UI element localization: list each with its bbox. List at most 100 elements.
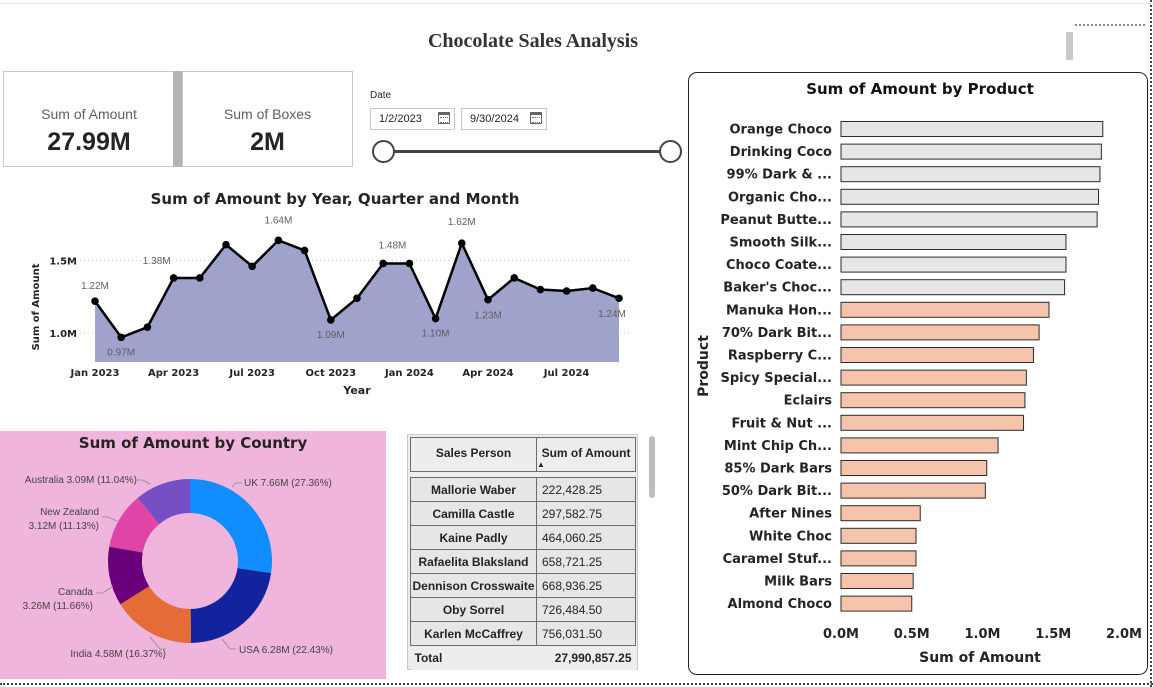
data-point[interactable] — [300, 246, 309, 255]
donut-chart[interactable]: UK 7.66M (27.36%) USA 6.28M (22.43%) India… — [0, 431, 386, 679]
product-bar[interactable] — [840, 550, 917, 567]
product-bar[interactable] — [840, 437, 999, 454]
donut-slice-canada[interactable] — [107, 546, 150, 605]
table-row[interactable]: Kaine Padly 464,060.25 — [410, 525, 636, 550]
product-bar[interactable] — [840, 301, 1050, 318]
table-row[interactable]: Mallorie Waber 222,428.25 — [410, 477, 636, 502]
donut-slice-new-zealand[interactable] — [109, 497, 160, 553]
column-header-sales-person[interactable]: Sales Person — [410, 437, 537, 472]
product-bar[interactable] — [840, 414, 1025, 431]
product-bar[interactable] — [840, 279, 1066, 296]
data-point[interactable] — [222, 240, 230, 249]
donut-slice-india[interactable] — [120, 586, 192, 643]
data-point[interactable] — [248, 262, 256, 271]
canvas-border-right — [1150, 0, 1153, 687]
data-point[interactable] — [117, 333, 125, 342]
table-row[interactable]: Camilla Castle 297,582.75 — [410, 501, 636, 526]
data-label: 1.64M — [265, 215, 293, 226]
data-point[interactable] — [536, 285, 545, 294]
amount-cell: 222,428.25 — [536, 477, 636, 502]
report-title: Chocolate Sales Analysis — [427, 30, 639, 52]
data-point[interactable] — [405, 259, 414, 268]
product-label: Baker's Choc... — [723, 281, 832, 296]
calendar-icon[interactable] — [438, 112, 450, 124]
amount-cell: 668,936.25 — [536, 573, 636, 598]
data-point[interactable] — [458, 239, 466, 247]
donut-slice-australia[interactable] — [137, 479, 190, 525]
y-tick-label: 1.0M — [49, 329, 77, 340]
line-chart[interactable]: Sum of Amount Year 1.5M 1.0M Jan 2023 Apr 2… — [0, 210, 690, 410]
more-options-icon[interactable] — [1075, 24, 1145, 28]
data-point[interactable] — [196, 274, 204, 282]
table-row[interactable]: Karlen McCaffrey 756,031.50 — [410, 621, 636, 646]
product-bar[interactable] — [840, 392, 1026, 409]
data-point[interactable] — [431, 314, 440, 323]
calendar-icon[interactable] — [530, 112, 542, 124]
data-point[interactable] — [615, 294, 623, 303]
product-bar[interactable] — [840, 211, 1098, 228]
data-point[interactable] — [589, 284, 597, 292]
sort-ascending-icon: ▲ — [537, 460, 545, 469]
donut-data-label: 3.26M (11.66%) — [23, 601, 93, 612]
end-date-input[interactable]: 9/30/2024 — [461, 108, 547, 130]
x-tick-label: 1.5M — [1035, 627, 1071, 642]
product-bar[interactable] — [840, 324, 1040, 341]
data-point[interactable] — [353, 294, 361, 303]
sales-person-cell: Karlen McCaffrey — [410, 621, 537, 646]
line-chart-y-axis-title: Sum of Amount — [31, 263, 42, 350]
product-bar[interactable] — [840, 166, 1101, 183]
kpi-card-amount[interactable]: Sum of Amount 27.99M — [3, 71, 175, 167]
product-bar[interactable] — [840, 595, 913, 612]
column-header-amount[interactable]: Sum of Amount ▲ — [536, 437, 636, 472]
label-leader-line — [221, 638, 236, 650]
product-bar[interactable] — [840, 188, 1100, 205]
data-point[interactable] — [169, 274, 178, 282]
data-point[interactable] — [91, 297, 99, 305]
table-row[interactable]: Dennison Crosswaite 668,936.25 — [410, 573, 636, 598]
product-bar[interactable] — [840, 505, 921, 522]
data-point[interactable] — [143, 323, 152, 332]
product-bar[interactable] — [840, 369, 1027, 386]
product-bar[interactable] — [840, 482, 986, 499]
data-point[interactable] — [484, 295, 492, 304]
product-bar[interactable] — [840, 121, 1104, 137]
data-point[interactable] — [510, 274, 518, 282]
sales-person-table[interactable]: Sales Person Sum of Amount ▲ Mallorie Wa… — [407, 434, 638, 670]
product-bar[interactable] — [840, 256, 1067, 273]
product-bar[interactable] — [840, 347, 1034, 363]
product-bar[interactable] — [840, 527, 917, 544]
bar-chart[interactable]: Product Sum of Amount 0.0M 0.5M 1.0M 1.5M 2.… — [690, 100, 1148, 675]
product-label: Eclairs — [784, 394, 833, 409]
table-scrollbar[interactable] — [649, 436, 655, 498]
product-label: Orange Choco — [729, 123, 832, 138]
product-label: Mint Chip Ch... — [724, 439, 832, 454]
start-date-input[interactable]: 1/2/2023 — [370, 108, 455, 130]
donut-slice-uk[interactable] — [190, 479, 272, 574]
product-bar[interactable] — [840, 460, 988, 476]
product-label: Smooth Silk... — [729, 236, 832, 251]
amount-cell: 756,031.50 — [536, 621, 636, 646]
visual-options-icon[interactable] — [1066, 32, 1073, 60]
donut-data-label: Canada — [58, 587, 93, 598]
kpi-card-boxes[interactable]: Sum of Boxes 2M — [182, 71, 353, 167]
data-label: 1.62M — [448, 217, 476, 228]
table-row[interactable]: Oby Sorrel 726,484.50 — [410, 597, 636, 622]
data-point[interactable] — [327, 316, 335, 324]
product-bar[interactable] — [840, 234, 1067, 250]
product-label: 99% Dark & ... — [727, 168, 832, 183]
slider-end-handle[interactable] — [659, 140, 682, 163]
label-leader-line — [102, 516, 118, 522]
table-row[interactable]: Rafaelita Blaksland 658,721.25 — [410, 549, 636, 574]
data-label: 1.10M — [422, 329, 450, 340]
data-point[interactable] — [379, 259, 388, 268]
data-point[interactable] — [562, 287, 571, 295]
slider-start-handle[interactable] — [372, 140, 395, 163]
product-bar[interactable] — [840, 573, 914, 589]
donut-slice-usa[interactable] — [190, 568, 272, 643]
product-bar[interactable] — [840, 143, 1102, 160]
kpi-amount-label: Sum of Amount — [41, 106, 137, 122]
data-point[interactable] — [274, 236, 283, 245]
table-spacer — [410, 471, 636, 478]
date-range-slider[interactable] — [383, 150, 670, 153]
kpi-boxes-value: 2M — [250, 128, 285, 156]
